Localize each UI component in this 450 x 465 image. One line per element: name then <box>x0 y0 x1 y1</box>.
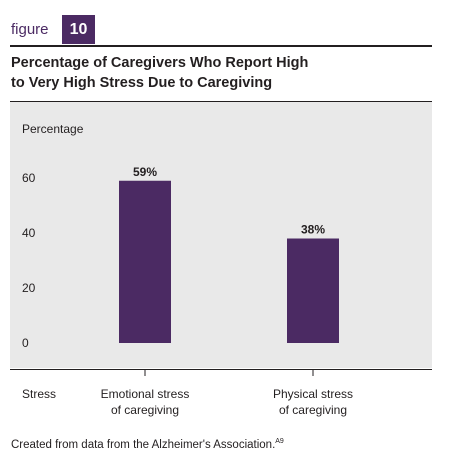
chart-svg: Percentage 0 20 40 60 59% Emotional stress of c… <box>22 122 353 417</box>
chart-title: Percentage of Caregivers Who Report High… <box>11 53 431 93</box>
source-note: Created from data from the Alzheimer's A… <box>11 438 284 451</box>
chart-title-line-1: Percentage of Caregivers Who Report High <box>11 55 309 71</box>
chart-title-line-2: to Very High Stress Due to Caregiving <box>11 75 273 91</box>
top-rule <box>10 45 432 47</box>
source-text: Created from data from the Alzheimer's A… <box>11 438 276 451</box>
y-tick-label: 60 <box>22 171 36 185</box>
bar <box>119 180 171 343</box>
bar <box>287 238 339 343</box>
x-tick-label: of caregiving <box>279 403 347 417</box>
x-axis-title: Stress <box>22 387 56 401</box>
figure-label: figure <box>11 21 49 38</box>
x-tick-label: of caregiving <box>111 403 179 417</box>
y-tick-label: 20 <box>22 281 36 295</box>
figure-number: 10 <box>62 15 95 44</box>
bottom-rule <box>10 369 432 370</box>
bar-data-label: 59% <box>133 165 157 179</box>
title-rule <box>10 101 432 102</box>
plot-background <box>10 102 432 368</box>
y-tick-label: 40 <box>22 226 36 240</box>
y-tick-label: 0 <box>22 336 29 350</box>
bar-data-label: 38% <box>301 223 325 237</box>
source-ref: A9 <box>275 438 284 445</box>
y-axis-title: Percentage <box>22 122 84 136</box>
x-tick-label: Emotional stress <box>101 387 190 401</box>
x-tick-label: Physical stress <box>273 387 353 401</box>
